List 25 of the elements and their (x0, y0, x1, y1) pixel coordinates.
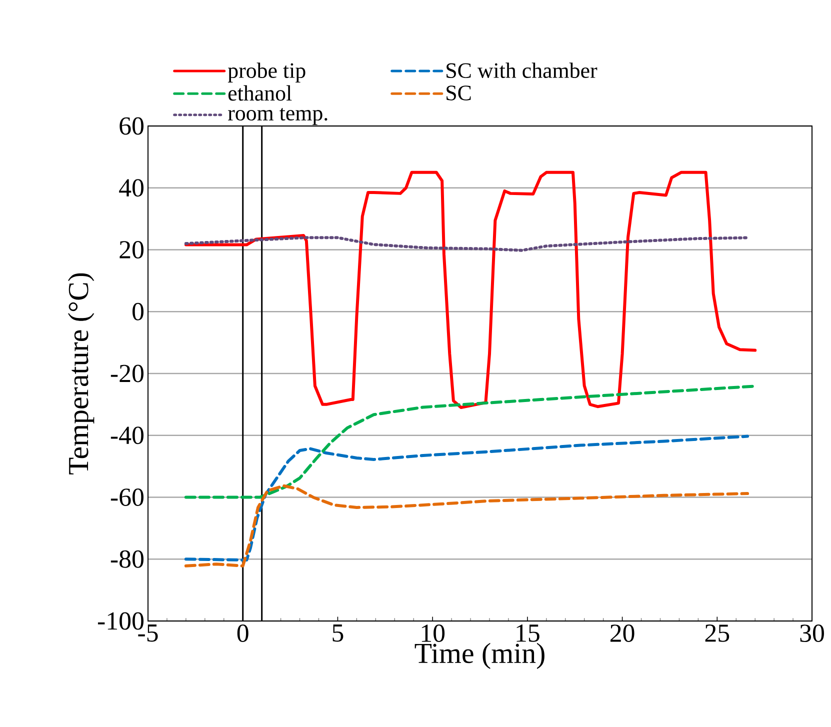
y-tick-label: -60 (110, 488, 144, 506)
legend-label: ethanol (228, 85, 292, 101)
x-tick-label: 25 (705, 624, 730, 642)
x-tick-label: 15 (516, 624, 540, 642)
legend-label: SC with chamber (446, 62, 598, 78)
y-tick-label: -20 (110, 364, 144, 382)
legend-label: room temp. (228, 108, 328, 125)
legend-label: SC (446, 86, 471, 100)
x-tick-label: 0 (237, 624, 248, 642)
y-tick-label: 40 (119, 179, 144, 197)
y-tick-label: -80 (110, 550, 144, 568)
x-tick-label: 30 (800, 624, 824, 642)
x-axis-title: Time (min) (414, 642, 544, 670)
x-tick-label: 10 (422, 624, 445, 642)
y-tick-label: 0 (132, 302, 144, 320)
x-tick-label: 5 (332, 624, 344, 642)
y-tick-label: 60 (120, 117, 144, 135)
line-series (184, 484, 750, 568)
legend-label: probe tip (228, 62, 306, 82)
y-tick-label: -40 (110, 426, 144, 444)
line-series (184, 384, 757, 499)
line-series (184, 170, 757, 410)
y-axis-title: Temperature (°C) (68, 273, 94, 474)
y-tick-label: 20 (120, 241, 144, 258)
x-tick-label: 20 (610, 624, 634, 642)
